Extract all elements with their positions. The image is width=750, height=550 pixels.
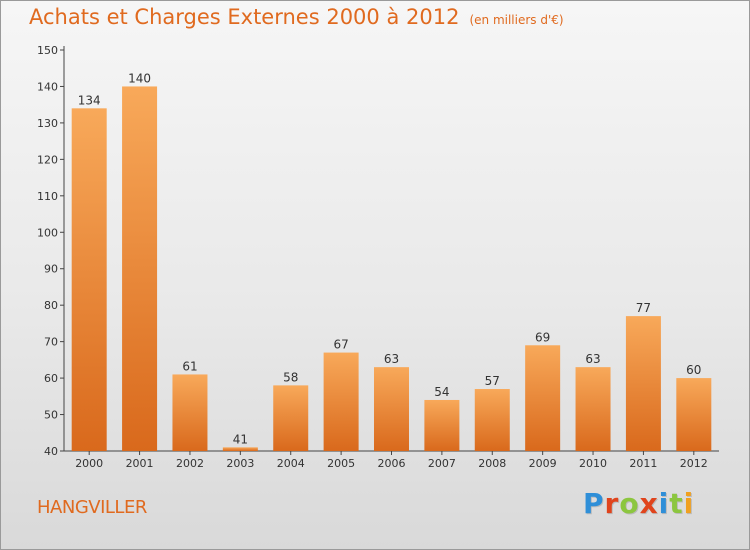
proxiti-logo: Proxiti xyxy=(583,487,694,520)
data-label: 54 xyxy=(434,385,449,399)
bar xyxy=(575,367,611,451)
y-tick-label: 150 xyxy=(37,44,58,57)
x-tick-label: 2012 xyxy=(680,457,708,470)
data-label: 57 xyxy=(485,374,500,388)
y-tick-label: 60 xyxy=(44,372,58,385)
x-tick-label: 2007 xyxy=(428,457,456,470)
logo-letter: P xyxy=(583,487,605,520)
bar xyxy=(374,367,409,451)
data-label: 140 xyxy=(128,71,151,85)
logo-letter: t xyxy=(669,487,684,520)
x-tick-label: 2002 xyxy=(176,457,204,470)
data-label: 69 xyxy=(535,330,550,344)
bar xyxy=(222,447,258,451)
x-tick-label: 2010 xyxy=(579,457,607,470)
title-row: Achats et Charges Externes 2000 à 2012 (e… xyxy=(29,5,564,29)
y-tick-label: 90 xyxy=(44,263,58,276)
data-label: 63 xyxy=(585,352,600,366)
y-tick-label: 110 xyxy=(37,190,58,203)
x-tick-label: 2003 xyxy=(226,457,254,470)
y-tick-label: 100 xyxy=(37,226,58,239)
data-label: 41 xyxy=(233,432,248,446)
bar xyxy=(273,385,309,451)
bar xyxy=(676,378,712,451)
x-tick-label: 2004 xyxy=(277,457,305,470)
bar xyxy=(172,374,208,451)
data-label: 61 xyxy=(182,359,197,373)
place-name: HANGVILLER xyxy=(37,497,147,518)
bar xyxy=(122,86,158,452)
logo-letter: o xyxy=(619,487,640,520)
chart-title: Achats et Charges Externes 2000 à 2012 xyxy=(29,5,460,29)
x-tick-label: 2008 xyxy=(478,457,506,470)
x-tick-label: 2009 xyxy=(529,457,557,470)
bar xyxy=(625,316,661,451)
y-tick-label: 70 xyxy=(44,336,58,349)
y-tick-label: 140 xyxy=(37,80,58,93)
bar xyxy=(424,399,460,451)
data-label: 58 xyxy=(283,370,298,384)
data-label: 77 xyxy=(636,301,651,315)
data-label: 67 xyxy=(333,338,348,352)
bar xyxy=(474,389,510,451)
x-tick-label: 2005 xyxy=(327,457,355,470)
y-tick-label: 130 xyxy=(37,117,58,130)
logo-letter: i xyxy=(658,487,670,520)
chart-subtitle: (en milliers d'€) xyxy=(469,13,564,27)
bar xyxy=(323,352,359,451)
bar xyxy=(71,108,107,451)
logo-letter: i xyxy=(683,487,695,520)
x-tick-label: 2001 xyxy=(126,457,154,470)
y-tick-label: 50 xyxy=(44,409,58,422)
y-tick-label: 120 xyxy=(37,153,58,166)
x-tick-label: 2000 xyxy=(75,457,103,470)
data-label: 134 xyxy=(78,93,101,107)
bar xyxy=(525,345,561,451)
data-label: 63 xyxy=(384,352,399,366)
logo-letter: r xyxy=(604,487,620,520)
x-tick-label: 2011 xyxy=(629,457,657,470)
y-tick-label: 80 xyxy=(44,299,58,312)
data-label: 60 xyxy=(686,363,701,377)
y-tick-label: 40 xyxy=(44,445,58,458)
x-tick-label: 2006 xyxy=(378,457,406,470)
logo-letter: x xyxy=(639,487,659,520)
